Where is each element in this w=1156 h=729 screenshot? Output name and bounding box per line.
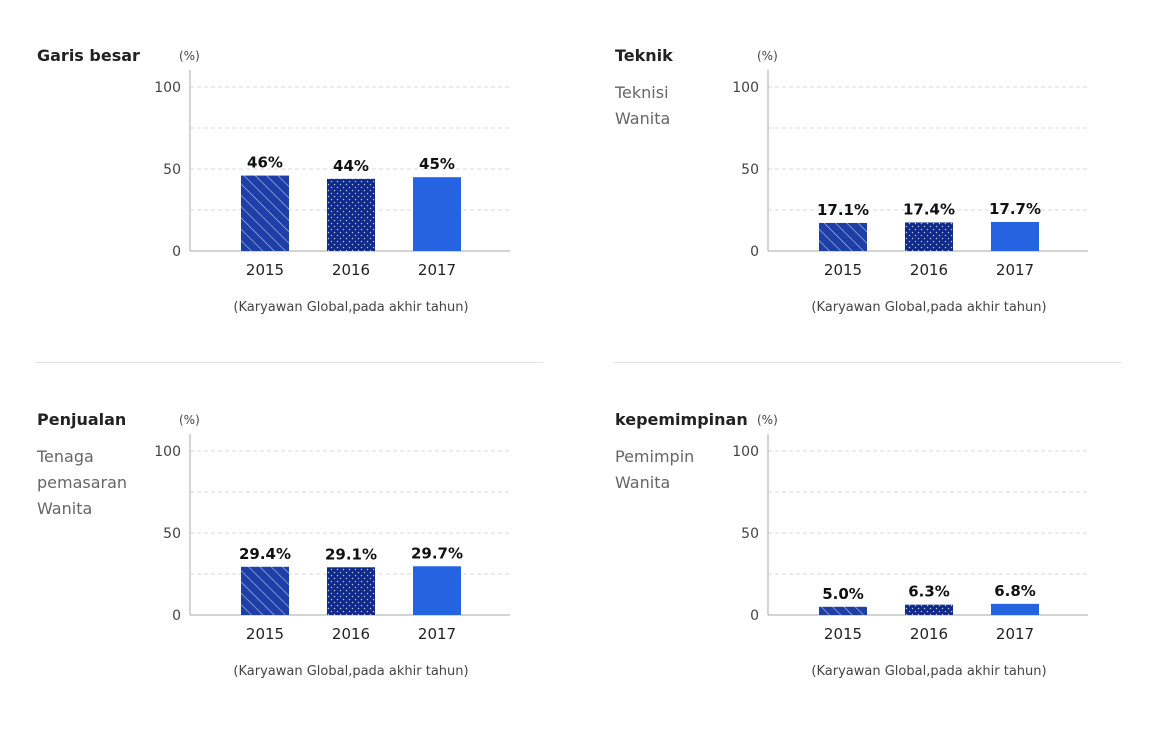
bar-2015 — [241, 566, 289, 615]
y-tick-label: 50 — [741, 162, 759, 178]
bar-chart: (%) 0 50 100 46% 2015 44% 2016 45% 2017 (Karyawan … — [154, 49, 510, 315]
data-label: 6.3% — [908, 583, 950, 601]
section-divider — [614, 362, 1121, 363]
y-tick-label: 100 — [154, 444, 181, 460]
x-tick-label: 2016 — [332, 261, 370, 279]
x-tick-label: 2016 — [910, 261, 948, 279]
x-axis-caption: (Karyawan Global,pada akhir tahun) — [811, 664, 1046, 679]
data-label: 5.0% — [822, 585, 864, 603]
bar-2016 — [905, 604, 953, 615]
chart-panel-leadership: kepemimpinan Pemimpin Wanita (%) 0 50 100 5.0… — [578, 364, 1118, 694]
y-tick-label: 50 — [163, 526, 181, 542]
bar-chart: (%) 0 50 100 17.1% 2015 17.4% 2016 17.7% 2017 (Kar… — [732, 49, 1088, 315]
chart-panel-overview: Garis besar (%) 0 50 100 46% 2015 44% 2016 45% 20… — [0, 0, 540, 330]
bar-2017 — [413, 177, 461, 251]
bar-2017 — [413, 566, 461, 615]
x-tick-label: 2017 — [996, 261, 1034, 279]
y-tick-label: 0 — [750, 244, 759, 260]
y-tick-label: 0 — [172, 608, 181, 624]
panel-title: Garis besar — [37, 46, 140, 65]
chart-panel-sales: Penjualan Tenaga pemasaran Wanita (%) 0 50 10… — [0, 364, 540, 694]
y-axis-unit-label: (%) — [757, 413, 778, 427]
panel-subtitle-line: Teknisi — [615, 83, 669, 102]
x-axis-caption: (Karyawan Global,pada akhir tahun) — [233, 300, 468, 315]
data-label: 17.1% — [817, 201, 869, 219]
chart-panel-engineering: Teknik Teknisi Wanita (%) 0 50 100 17.1% 2015 1… — [578, 0, 1118, 330]
panel-subtitle-line: pemasaran — [37, 473, 128, 492]
y-axis-unit-label: (%) — [757, 49, 778, 63]
data-label: 6.8% — [994, 582, 1036, 600]
x-tick-label: 2015 — [824, 625, 862, 643]
x-tick-label: 2015 — [246, 625, 284, 643]
x-tick-label: 2015 — [824, 261, 862, 279]
x-tick-label: 2017 — [996, 625, 1034, 643]
section-divider — [36, 362, 543, 363]
data-label: 29.1% — [325, 545, 377, 563]
panel-title: kepemimpinan — [615, 410, 748, 429]
y-tick-label: 50 — [741, 526, 759, 542]
x-tick-label: 2016 — [332, 625, 370, 643]
data-label: 29.4% — [239, 545, 291, 563]
data-label: 17.4% — [903, 200, 955, 218]
y-tick-label: 0 — [172, 244, 181, 260]
data-label: 29.7% — [411, 544, 463, 562]
panel-subtitle: Tenaga pemasaran Wanita — [37, 444, 157, 522]
bar-chart: (%) 0 50 100 5.0% 2015 6.3% 2016 6.8% 2017 (Karyaw… — [732, 413, 1088, 679]
panel-title: Penjualan — [37, 410, 127, 429]
x-tick-label: 2017 — [418, 261, 456, 279]
bar-2017 — [991, 221, 1039, 251]
y-tick-label: 50 — [163, 162, 181, 178]
y-tick-label: 100 — [154, 80, 181, 96]
panel-subtitle-line: Wanita — [615, 109, 671, 128]
x-axis-caption: (Karyawan Global,pada akhir tahun) — [811, 300, 1046, 315]
y-tick-label: 100 — [732, 80, 759, 96]
panel-subtitle: Pemimpin Wanita — [615, 444, 735, 496]
x-tick-label: 2015 — [246, 261, 284, 279]
bar-2015 — [819, 606, 867, 615]
y-axis-unit-label: (%) — [179, 49, 200, 63]
x-tick-label: 2017 — [418, 625, 456, 643]
bar-2016 — [327, 178, 375, 251]
bar-2016 — [327, 567, 375, 615]
y-tick-label: 0 — [750, 608, 759, 624]
bar-2015 — [241, 175, 289, 251]
panel-subtitle-line: Tenaga — [37, 447, 94, 466]
panel-subtitle-line: Wanita — [615, 473, 671, 492]
data-label: 46% — [247, 154, 283, 172]
panel-title: Teknik — [615, 46, 673, 65]
y-tick-label: 100 — [732, 444, 759, 460]
panel-subtitle-line: Pemimpin — [615, 447, 695, 466]
panel-subtitle: Teknisi Wanita — [615, 80, 735, 132]
data-label: 45% — [419, 155, 455, 173]
data-label: 44% — [333, 157, 369, 175]
bar-chart: (%) 0 50 100 29.4% 2015 29.1% 2016 29.7% 2017 (Kar… — [154, 413, 510, 679]
bar-2017 — [991, 603, 1039, 615]
bar-2015 — [819, 222, 867, 251]
x-tick-label: 2016 — [910, 625, 948, 643]
y-axis-unit-label: (%) — [179, 413, 200, 427]
data-label: 17.7% — [989, 200, 1041, 218]
x-axis-caption: (Karyawan Global,pada akhir tahun) — [233, 664, 468, 679]
panel-subtitle-line: Wanita — [37, 499, 93, 518]
bar-2016 — [905, 222, 953, 251]
